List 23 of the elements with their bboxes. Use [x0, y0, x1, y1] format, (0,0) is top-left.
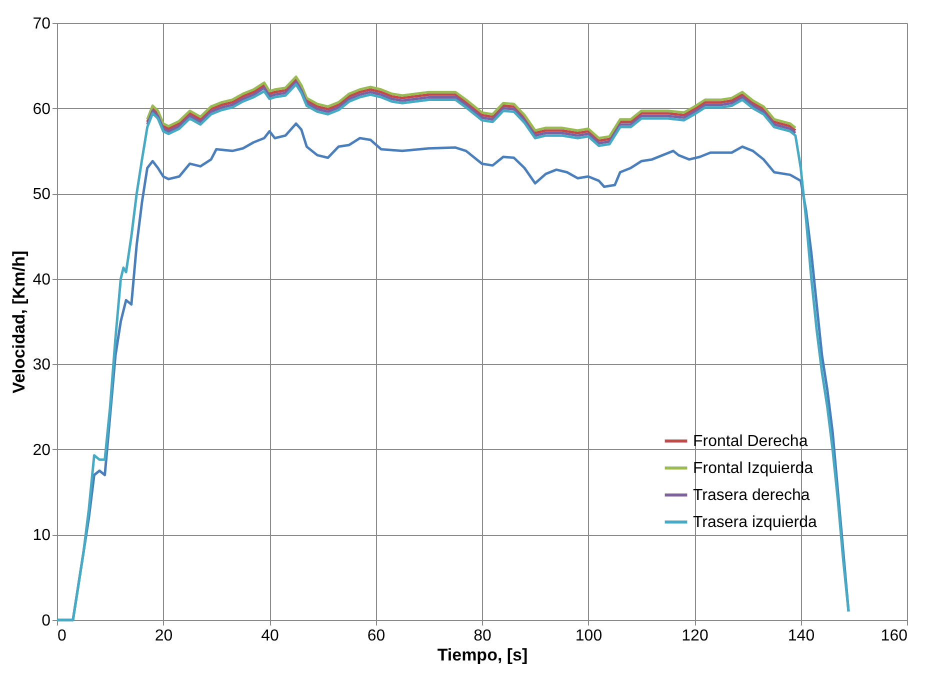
- y-tick-label: 50: [32, 186, 51, 204]
- x-tick-label: 40: [261, 628, 279, 644]
- x-tick-label: 100: [575, 628, 602, 644]
- y-tick-label: 0: [42, 612, 51, 630]
- x-axis-title: Tiempo, [s]: [437, 646, 528, 664]
- x-tick-label: 20: [154, 628, 173, 644]
- x-tick-label: 120: [682, 628, 708, 644]
- legend-label: Trasera derecha: [693, 487, 810, 504]
- y-tick-label: 60: [32, 100, 51, 118]
- x-tick-label: 80: [474, 628, 492, 644]
- y-tick-label: 10: [32, 527, 51, 544]
- legend-label: Frontal Derecha: [693, 433, 808, 450]
- legend-label: Trasera izquierda: [693, 514, 818, 531]
- x-tick-label: 140: [788, 628, 815, 644]
- x-tick-label: 60: [367, 628, 386, 644]
- y-tick-label: 20: [32, 442, 51, 459]
- x-tick-label: 0: [58, 628, 66, 644]
- y-tick-label: 40: [32, 271, 51, 288]
- y-tick-label: 30: [32, 356, 51, 374]
- y-tick-label: 70: [32, 16, 51, 32]
- legend-label: Frontal Izquierda: [693, 460, 814, 477]
- x-tick-label: 160: [880, 628, 908, 644]
- y-axis-title: Velocidad, [Km/h]: [10, 250, 29, 394]
